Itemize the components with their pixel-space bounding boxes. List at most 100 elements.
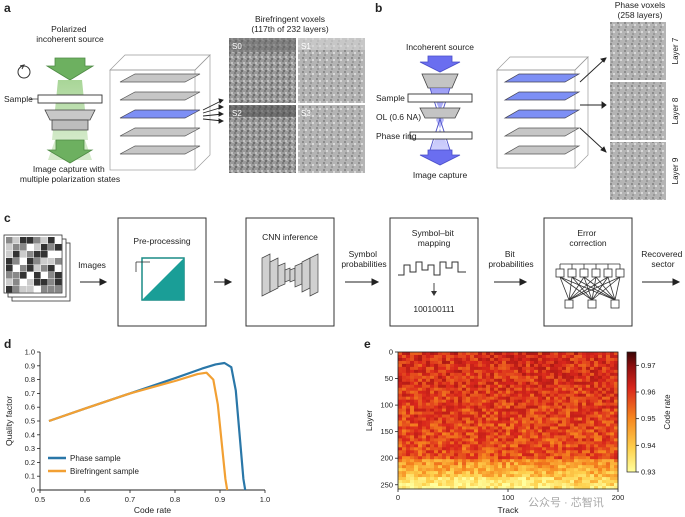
x-tick-label: 0 — [396, 493, 400, 502]
panel-b: b Incoherent source Sample OL (0.6 NA) P… — [375, 0, 680, 200]
legend-label-1: Phase sample — [70, 454, 121, 463]
y-tick-label: 50 — [385, 374, 393, 383]
panel-c: c Images Pre-processing CNN inference — [3, 211, 684, 327]
colorbar-tick-label: 0.95 — [641, 414, 656, 423]
y-tick-label: 0.2 — [25, 458, 35, 467]
images-label: Images — [78, 260, 106, 270]
y-tick-label: 100 — [380, 401, 393, 410]
x-tick-label: 0.5 — [35, 495, 45, 504]
y-tick-label: 0 — [31, 486, 35, 495]
objective-b — [419, 107, 461, 119]
x-axis-label: Code rate — [134, 505, 172, 515]
panel-a-source-label: Polarized incoherent source — [36, 24, 104, 44]
stokes-images: S0 S1 S2 S3 — [229, 38, 365, 173]
source-arrow-icon — [45, 57, 95, 81]
capture-arrow-b — [419, 149, 461, 166]
phase-image-layer-8 — [610, 82, 666, 140]
y-tick-label: 0.1 — [25, 472, 35, 481]
polarization-rotate-icon — [17, 64, 31, 79]
x-tick-label: 0.9 — [215, 495, 225, 504]
colorbar-label: Code rate — [663, 394, 672, 430]
x-tick-label: 100 — [502, 493, 515, 502]
phase-image-layer-7 — [610, 22, 666, 80]
voxel-cube-a — [109, 54, 211, 171]
heatmap-cells — [398, 352, 619, 490]
watermark: 公众号 · 芯智讯 — [528, 495, 604, 509]
arrows-b — [579, 57, 607, 153]
voxel-cube-b — [496, 56, 589, 169]
panel-b-voxel-title: Phase voxels — [615, 0, 666, 10]
x-tick-label: 1.0 — [260, 495, 270, 504]
x-tick-label: 0.7 — [125, 495, 135, 504]
x-tick-label: 200 — [612, 493, 625, 502]
x-axis-label: Track — [498, 505, 520, 515]
panel-b-ring-label: Phase ring — [376, 131, 417, 141]
stokes-label-s1: S1 — [301, 42, 311, 51]
colorbar-tick-label: 0.94 — [641, 441, 656, 450]
stokes-label-s0: S0 — [232, 42, 242, 51]
y-axis-label: Quality factor — [4, 396, 14, 446]
panel-a: a Polarized incoherent source Sample Ima… — [4, 1, 365, 184]
panel-a-capture-label: Image capture with multiple polarization… — [20, 164, 120, 184]
cnn-label: CNN inference — [262, 232, 318, 242]
ecc-graph-icon — [555, 263, 625, 309]
series-line-2 — [48, 371, 229, 491]
panel-d-letter: d — [4, 337, 11, 351]
panel-d: d 0.5 0.6 0.7 0.8 0.9 1.0 0 0.1 0.2 0.3 0.4 0.5 0.6 0… — [4, 337, 270, 515]
y-axis-label: Layer — [364, 410, 374, 431]
y-tick-label: 200 — [380, 454, 393, 463]
panel-b-capture-label: Image capture — [413, 170, 468, 180]
colorbar-tick-label: 0.97 — [641, 361, 656, 370]
bits-value: 100100111 — [413, 304, 455, 314]
mapping-label: Symbol–bit mapping — [412, 228, 456, 248]
sample-a — [37, 94, 103, 104]
cnn-layers-icon — [261, 253, 319, 297]
x-tick-label: 0.8 — [170, 495, 180, 504]
colorbar — [626, 351, 637, 473]
recovered-label: Recovered sector — [641, 249, 684, 269]
panel-b-ol-label: OL (0.6 NA) — [376, 112, 421, 122]
sample-b — [407, 93, 473, 103]
y-tick-label: 150 — [380, 427, 393, 436]
y-tick-label: 0.6 — [25, 403, 35, 412]
phase-label-layer-8: Layer 8 — [671, 97, 680, 124]
panel-e-letter: e — [364, 337, 371, 351]
ecc-label: Error correction — [569, 228, 607, 248]
x-tick-label: 0.6 — [80, 495, 90, 504]
phase-image-layer-9 — [610, 142, 666, 200]
panel-b-source-label: Incoherent source — [406, 42, 474, 52]
image-stack — [3, 234, 71, 302]
panel-b-sample-label: Sample — [376, 93, 405, 103]
panel-b-voxel-subtitle: (258 layers) — [618, 10, 663, 20]
legend-label-2: Birefringent sample — [70, 467, 139, 476]
colorbar-tick-label: 0.96 — [641, 388, 656, 397]
arrows-a — [202, 98, 225, 124]
y-tick-label: 0.4 — [25, 430, 35, 439]
objective-a — [44, 109, 96, 121]
y-tick-label: 0.9 — [25, 361, 35, 370]
panel-c-letter: c — [4, 211, 11, 225]
phase-label-layer-9: Layer 9 — [671, 157, 680, 184]
signal-waveform-icon — [398, 261, 466, 276]
y-tick-label: 0.5 — [25, 417, 35, 426]
stokes-image-s3 — [298, 105, 365, 173]
stokes-label-s3: S3 — [301, 109, 311, 118]
symbol-prob-label: Symbol probabilities — [341, 249, 386, 269]
preprocessing-label: Pre-processing — [133, 236, 190, 246]
y-tick-label: 0.8 — [25, 375, 35, 384]
y-tick-label: 1.0 — [25, 348, 35, 357]
phase-images: Layer 7 Layer 8 Layer 9 — [610, 22, 680, 200]
preprocessing-icon — [135, 257, 185, 301]
stokes-label-s2: S2 — [232, 109, 242, 118]
chart-d: 0.5 0.6 0.7 0.8 0.9 1.0 0 0.1 0.2 0.3 0.4 0.5 0.6 0.7… — [4, 348, 270, 516]
sample-a-label: Sample — [4, 94, 33, 104]
y-tick-label: 0.3 — [25, 444, 35, 453]
y-tick-label: 250 — [380, 480, 393, 489]
phase-ring — [409, 131, 473, 140]
source-arrow-b — [419, 55, 461, 73]
capture-arrow-a — [46, 139, 94, 164]
phase-label-layer-7: Layer 7 — [671, 37, 680, 64]
